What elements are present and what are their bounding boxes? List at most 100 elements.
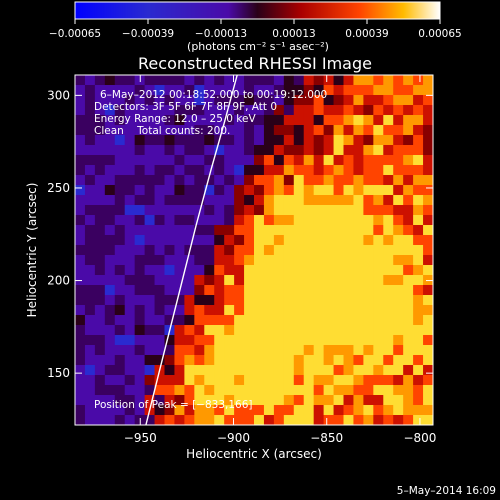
heatmap-cell	[124, 265, 136, 276]
heatmap-cell	[373, 85, 384, 96]
heatmap-cell	[423, 265, 433, 276]
heatmap-cell	[194, 145, 205, 156]
heatmap-cell	[164, 385, 176, 396]
heatmap-cell	[184, 305, 195, 316]
heatmap-cell	[363, 405, 374, 416]
heatmap-cell	[323, 205, 335, 216]
heatmap-cell	[214, 115, 225, 126]
heatmap-cell	[164, 235, 176, 246]
heatmap-cell	[184, 255, 195, 266]
heatmap-cell	[194, 275, 205, 286]
heatmap-cell	[114, 75, 126, 86]
heatmap-cell	[194, 395, 205, 406]
heatmap-cell	[124, 225, 136, 236]
heatmap-cell	[403, 195, 414, 206]
heatmap-cell	[323, 135, 335, 146]
heatmap-cell	[154, 415, 166, 425]
heatmap-cell	[214, 185, 225, 196]
heatmap-cell	[413, 305, 424, 316]
heatmap-cell	[413, 225, 424, 236]
heatmap-cell	[194, 165, 205, 176]
heatmap-cell	[333, 215, 345, 226]
heatmap-cell	[84, 185, 96, 196]
heatmap-cell	[343, 405, 355, 416]
heatmap-cell	[124, 325, 136, 336]
heatmap-cell	[333, 415, 345, 425]
heatmap-cell	[363, 185, 374, 196]
heatmap-cell	[244, 125, 255, 136]
heatmap-cell	[134, 85, 146, 96]
heatmap-cell	[154, 265, 166, 276]
heatmap-cell	[94, 285, 106, 296]
heatmap-cell	[393, 75, 404, 86]
heatmap-cell	[204, 85, 215, 96]
heatmap-cell	[94, 375, 106, 386]
heatmap-cell	[343, 285, 355, 296]
heatmap-cell	[283, 375, 295, 386]
heatmap-cell	[194, 355, 205, 366]
heatmap-cell	[273, 165, 285, 176]
heatmap-cell	[84, 385, 96, 396]
heatmap-cell	[234, 235, 245, 246]
heatmap-cell	[84, 175, 96, 186]
heatmap-cell	[204, 225, 215, 236]
heatmap-cell	[84, 205, 96, 216]
heatmap-cell	[283, 275, 295, 286]
heatmap-cell	[75, 225, 86, 236]
heatmap-cell	[174, 215, 185, 226]
heatmap-cell	[75, 235, 86, 246]
heatmap-cell	[174, 95, 185, 106]
heatmap-cell	[303, 175, 315, 186]
heatmap-cell	[273, 345, 285, 356]
heatmap-cell	[124, 175, 136, 186]
heatmap-cell	[244, 305, 255, 316]
annotation-time-range: 6–May–2012 00:18:52.000 to 00:19:12.000	[100, 89, 327, 101]
chart-title: Reconstructed RHESSI Image	[138, 54, 372, 73]
heatmap-cell	[94, 405, 106, 416]
heatmap-cell	[194, 375, 205, 386]
heatmap-cell	[154, 345, 166, 356]
heatmap-cell	[144, 155, 156, 166]
heatmap-cell	[254, 205, 265, 216]
heatmap-cell	[144, 385, 156, 396]
heatmap-cell	[134, 255, 146, 266]
heatmap-cell	[313, 395, 325, 406]
heatmap-cell	[353, 285, 364, 296]
heatmap-cell	[134, 155, 146, 166]
heatmap-cell	[244, 385, 255, 396]
heatmap-cell	[413, 185, 424, 196]
heatmap-cell	[283, 355, 295, 366]
heatmap-cell	[373, 155, 384, 166]
heatmap-cell	[164, 165, 176, 176]
heatmap-cell	[313, 275, 325, 286]
heatmap-cell	[393, 385, 404, 396]
heatmap-cell	[214, 215, 225, 226]
heatmap-cell	[124, 385, 136, 396]
heatmap-cell	[303, 95, 315, 106]
heatmap-cell	[114, 205, 126, 216]
heatmap-cell	[333, 125, 345, 136]
heatmap-cell	[423, 415, 433, 425]
heatmap-cell	[234, 115, 245, 126]
heatmap-cell	[333, 395, 345, 406]
heatmap-cell	[263, 345, 275, 356]
heatmap-cell	[214, 415, 225, 425]
heatmap-cell	[144, 75, 156, 86]
heatmap-cell	[313, 405, 325, 416]
heatmap-cell	[363, 375, 374, 386]
heatmap-cell	[393, 365, 404, 376]
heatmap-cell	[263, 145, 275, 156]
heatmap-cell	[94, 275, 106, 286]
heatmap-cell	[104, 255, 116, 266]
heatmap-cell	[343, 315, 355, 326]
heatmap-cell	[313, 345, 325, 356]
heatmap-cell	[383, 225, 394, 236]
heatmap-cell	[104, 265, 116, 276]
heatmap-cell	[164, 125, 176, 136]
heatmap-cell	[114, 175, 126, 186]
heatmap-cell	[84, 75, 96, 86]
heatmap-cell	[273, 195, 285, 206]
heatmap-cell	[134, 285, 146, 296]
heatmap-cell	[303, 235, 315, 246]
heatmap-cell	[283, 245, 295, 256]
